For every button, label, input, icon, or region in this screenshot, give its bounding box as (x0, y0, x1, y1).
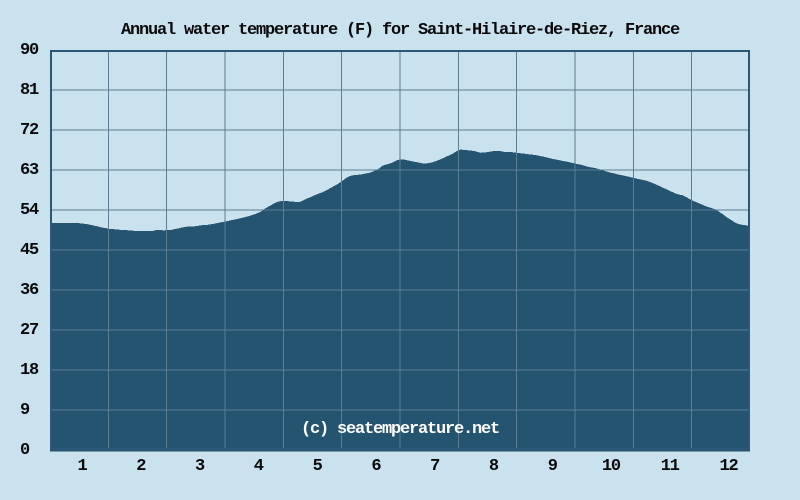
svg-text:63: 63 (20, 161, 39, 180)
svg-text:12: 12 (719, 457, 738, 476)
svg-text:11: 11 (661, 457, 680, 476)
svg-text:18: 18 (20, 361, 39, 380)
svg-text:10: 10 (602, 457, 621, 476)
svg-text:0: 0 (20, 441, 30, 460)
svg-text:9: 9 (20, 401, 30, 420)
svg-text:8: 8 (489, 457, 499, 476)
svg-text:7: 7 (430, 457, 440, 476)
svg-text:4: 4 (254, 457, 264, 476)
svg-text:2: 2 (136, 457, 146, 476)
svg-text:27: 27 (20, 321, 39, 340)
svg-text:90: 90 (20, 41, 39, 60)
svg-text:54: 54 (20, 201, 39, 220)
svg-text:1: 1 (77, 457, 87, 476)
svg-text:9: 9 (548, 457, 558, 476)
svg-text:81: 81 (20, 81, 39, 100)
svg-text:5: 5 (313, 457, 323, 476)
svg-text:6: 6 (371, 457, 381, 476)
svg-text:Annual water temperature (F) f: Annual water temperature (F) for Saint-H… (121, 21, 680, 40)
svg-text:45: 45 (20, 241, 39, 260)
svg-text:72: 72 (20, 121, 39, 140)
svg-text:(c) seatemperature.net: (c) seatemperature.net (301, 420, 499, 439)
svg-text:36: 36 (20, 281, 39, 300)
svg-text:3: 3 (195, 457, 205, 476)
